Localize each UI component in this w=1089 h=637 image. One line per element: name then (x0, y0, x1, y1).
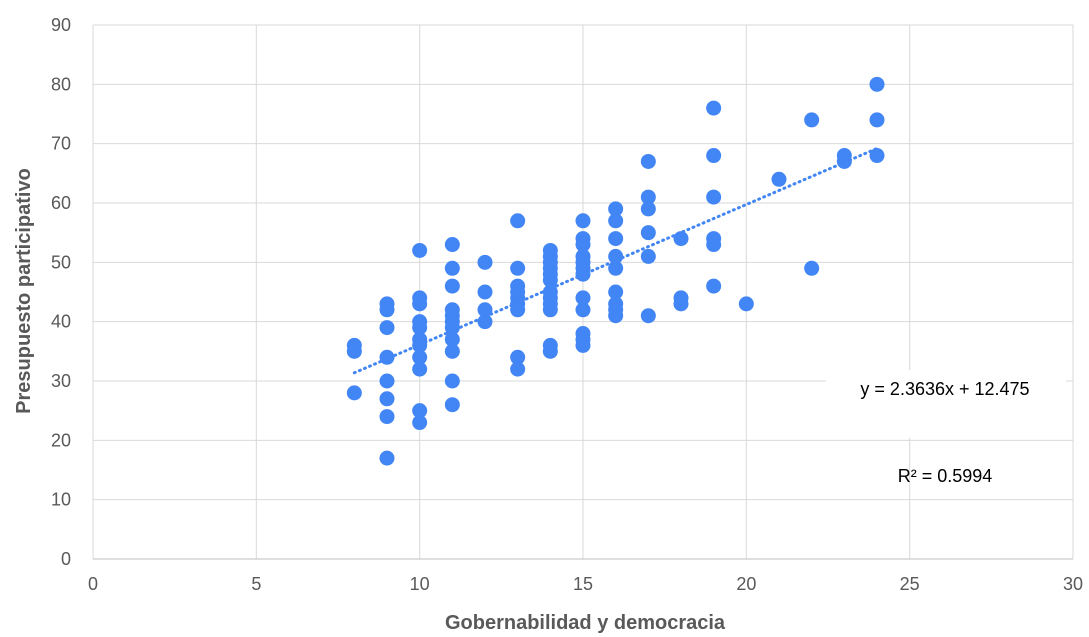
data-point (412, 349, 428, 365)
y-axis-title: Presupuesto participativo (13, 168, 35, 414)
data-point (477, 302, 493, 318)
data-point (575, 237, 591, 253)
axes (92, 25, 1073, 560)
data-point (510, 361, 526, 377)
data-point (706, 237, 722, 253)
y-tick-label: 30 (51, 371, 71, 391)
trendline-equation-label: y = 2.3636x + 12.475 (860, 379, 1029, 399)
data-point (444, 320, 460, 336)
data-point (608, 213, 624, 229)
data-points (346, 76, 885, 466)
tick-labels: 0 10 20 30 40 50 60 70 80 90 0 5 10 15 20 25 30 (51, 15, 1083, 594)
data-point (444, 343, 460, 359)
data-point (444, 278, 460, 294)
data-point (608, 308, 624, 324)
data-point (640, 189, 656, 205)
data-point (412, 415, 428, 431)
data-point (477, 284, 493, 300)
data-point (444, 331, 460, 347)
data-point (640, 153, 656, 169)
data-point (542, 302, 558, 318)
data-point (510, 260, 526, 276)
data-point (510, 349, 526, 365)
data-point (706, 100, 722, 116)
data-point (804, 112, 820, 128)
x-tick-label: 30 (1063, 574, 1083, 594)
x-tick-label: 15 (573, 574, 593, 594)
data-point (640, 225, 656, 241)
data-point (869, 148, 885, 164)
data-point (379, 320, 395, 336)
y-tick-label: 50 (51, 252, 71, 272)
data-point (673, 296, 689, 312)
y-tick-label: 90 (51, 15, 71, 35)
y-tick-label: 0 (61, 549, 71, 569)
data-point (608, 260, 624, 276)
y-tick-label: 60 (51, 193, 71, 213)
data-point (346, 385, 362, 401)
data-point (608, 231, 624, 247)
data-point (444, 373, 460, 389)
data-point (575, 213, 591, 229)
y-tick-label: 80 (51, 74, 71, 94)
x-axis-title: Gobernabilidad y democracia (445, 612, 726, 634)
data-point (608, 201, 624, 217)
x-tick-label: 0 (88, 574, 98, 594)
data-point (575, 290, 591, 306)
trendline (352, 146, 879, 375)
data-point (477, 254, 493, 270)
data-point (444, 237, 460, 253)
data-point (673, 231, 689, 247)
data-point (575, 337, 591, 353)
data-point (379, 409, 395, 425)
data-point (542, 343, 558, 359)
data-point (510, 302, 526, 318)
data-point (412, 242, 428, 258)
data-point (379, 373, 395, 389)
trendline-r2-label: R² = 0.5994 (898, 466, 993, 486)
data-point (640, 248, 656, 264)
data-point (379, 391, 395, 407)
equation-label-background (826, 370, 1066, 438)
data-point (771, 171, 787, 187)
data-point (640, 201, 656, 217)
data-point (444, 260, 460, 276)
data-point (510, 213, 526, 229)
trendline-group (352, 146, 879, 375)
data-point (706, 278, 722, 294)
data-point (379, 349, 395, 365)
data-point (869, 112, 885, 128)
data-point (706, 189, 722, 205)
y-tick-label: 40 (51, 312, 71, 332)
data-point (412, 403, 428, 419)
data-point (444, 397, 460, 413)
y-tick-label: 20 (51, 430, 71, 450)
x-tick-label: 10 (410, 574, 430, 594)
data-point (706, 148, 722, 164)
y-tick-label: 70 (51, 134, 71, 154)
data-point (575, 302, 591, 318)
data-point (869, 76, 885, 92)
data-point (412, 361, 428, 377)
data-point (804, 260, 820, 276)
data-point (412, 320, 428, 336)
data-point (346, 343, 362, 359)
data-point (379, 450, 395, 466)
data-point (542, 272, 558, 288)
data-point (608, 284, 624, 300)
data-point (379, 302, 395, 318)
data-point (412, 296, 428, 312)
x-tick-label: 25 (900, 574, 920, 594)
x-tick-label: 20 (736, 574, 756, 594)
data-point (738, 296, 754, 312)
y-tick-label: 10 (51, 490, 71, 510)
x-tick-label: 5 (251, 574, 261, 594)
data-point (640, 308, 656, 324)
